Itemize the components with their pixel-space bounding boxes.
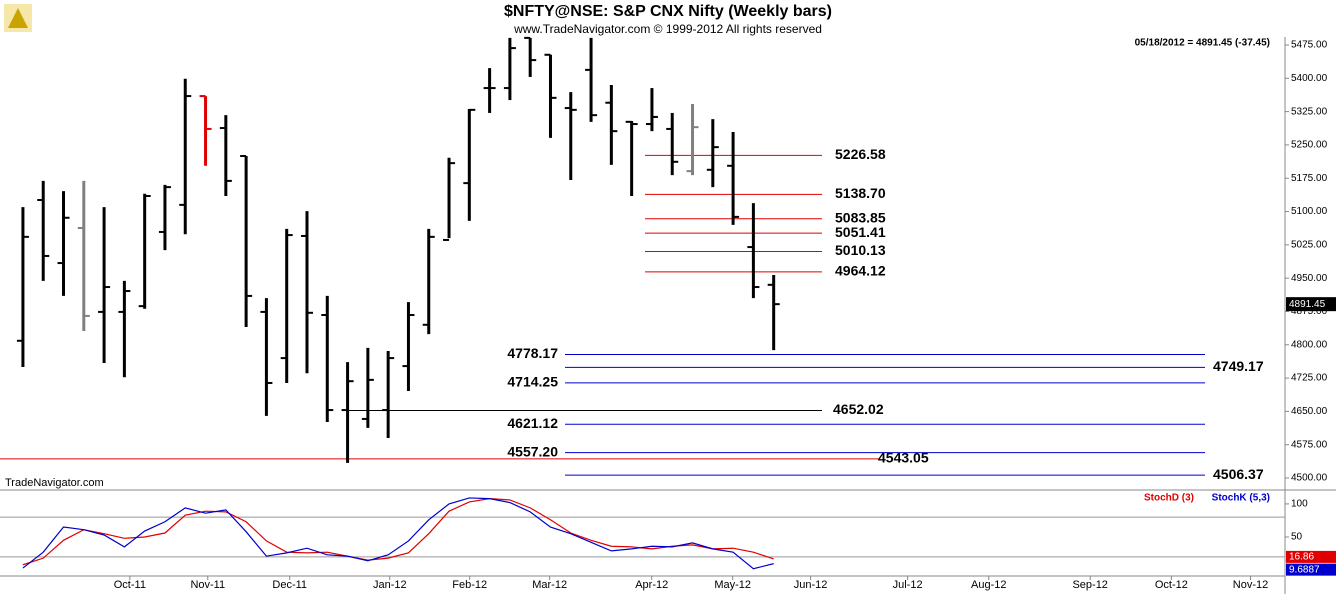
- y-tick-label: 5100.00: [1291, 206, 1328, 217]
- level-label: 5226.58: [835, 146, 886, 162]
- x-tick-label: Oct-11: [114, 579, 146, 591]
- level-label: 4543.05: [878, 450, 929, 466]
- last-value-label: 9.6887: [1289, 564, 1320, 575]
- y-tick-label: 5025.00: [1291, 239, 1328, 250]
- x-tick-label: Oct-12: [1155, 579, 1188, 591]
- level-label: 4652.02: [833, 401, 884, 417]
- level-label: 4964.12: [835, 263, 886, 279]
- level-label: 4557.20: [507, 443, 558, 459]
- y-tick-label: 5400.00: [1291, 73, 1328, 84]
- x-tick-label: Jun-12: [794, 579, 828, 591]
- y-tick-label: 5175.00: [1291, 173, 1328, 184]
- x-tick-label: Sep-12: [1072, 579, 1107, 591]
- last-price-label: 4891.45: [1289, 299, 1326, 310]
- x-tick-label: Mar-12: [532, 579, 567, 591]
- y-tick-label: 4875.00: [1291, 306, 1328, 317]
- last-price-box: [1286, 297, 1336, 312]
- legend-entry: StochK (5,3): [1212, 493, 1270, 504]
- y-tick-label: 4650.00: [1291, 406, 1328, 417]
- y-tick-label: 5250.00: [1291, 140, 1328, 151]
- x-tick-label: Feb-12: [452, 579, 487, 591]
- status: 05/18/2012 = 4891.45 (-37.45): [1135, 38, 1270, 49]
- x-tick-label: Dec-11: [272, 579, 307, 591]
- level-label: 5083.85: [835, 209, 886, 225]
- stoch-line: [22, 498, 774, 566]
- last-value-box: [1286, 563, 1336, 576]
- chart-title: $NFTY@NSE: S&P CNX Nifty (Weekly bars): [504, 3, 832, 20]
- level-label: 4506.37: [1213, 466, 1264, 482]
- x-tick-label: Nov-12: [1233, 579, 1268, 591]
- level-label: 5010.13: [835, 242, 886, 258]
- y-tick-label: 50: [1291, 532, 1303, 543]
- level-label: 5051.41: [835, 224, 886, 240]
- x-tick-label: Nov-11: [190, 579, 225, 591]
- x-tick-label: Jul-12: [893, 579, 923, 591]
- y-tick-label: 4950.00: [1291, 273, 1328, 284]
- x-tick-label: Jan-12: [373, 579, 407, 591]
- x-tick-label: May-12: [714, 579, 751, 591]
- legend-entry: StochD (3): [1144, 493, 1194, 504]
- logo: [4, 4, 32, 32]
- y-tick-label: 4725.00: [1291, 373, 1328, 384]
- last-value-box: [1286, 550, 1336, 563]
- x-tick-label: Aug-12: [971, 579, 1006, 591]
- last-value-label: 16.86: [1289, 552, 1314, 563]
- level-label: 4621.12: [507, 415, 558, 431]
- subtitle: www.TradeNavigator.com © 1999-2012 All r…: [513, 22, 822, 36]
- level-label: 4749.17: [1213, 358, 1264, 374]
- level-label: 4778.17: [507, 345, 558, 361]
- y-tick-label: 4500.00: [1291, 473, 1328, 484]
- stoch-line: [22, 497, 774, 570]
- y-tick-label: 100: [1291, 499, 1308, 510]
- level-label: 5138.70: [835, 185, 886, 201]
- y-tick-label: 5325.00: [1291, 106, 1328, 117]
- y-tick-label: 4575.00: [1291, 439, 1328, 450]
- y-tick-label: 4800.00: [1291, 339, 1328, 350]
- x-tick-label: Apr-12: [635, 579, 668, 591]
- y-tick-label: 5475.00: [1291, 40, 1328, 51]
- level-label: 4714.25: [507, 374, 558, 390]
- watermark: TradeNavigator.com: [5, 477, 104, 489]
